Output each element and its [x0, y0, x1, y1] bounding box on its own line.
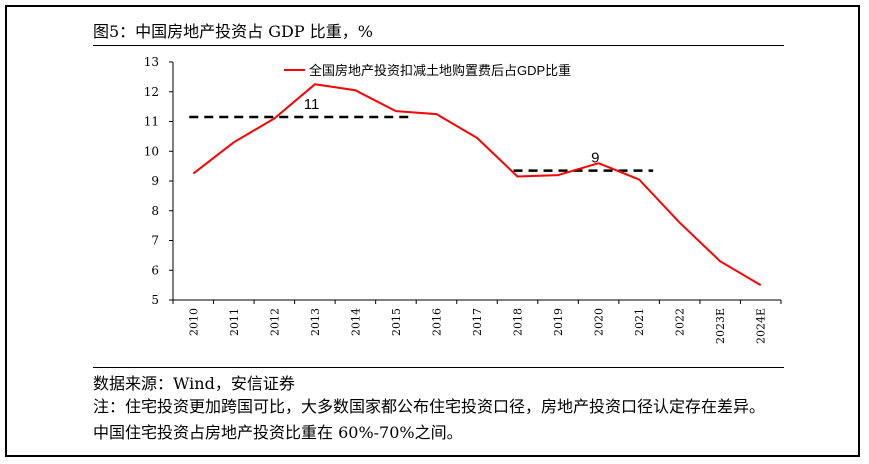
figure-frame	[5, 5, 860, 457]
y-tick-label: 10	[144, 144, 159, 158]
y-tick-label: 6	[151, 263, 159, 277]
legend-label: 全国房地产投资扣减土地购置费后占GDP比重	[309, 63, 571, 78]
x-tick-label: 2012	[268, 308, 281, 336]
x-tick-label: 2010	[187, 308, 200, 336]
x-tick-label: 2011	[228, 308, 241, 336]
x-tick-label: 2020	[593, 308, 606, 336]
x-tick-label: 2017	[471, 308, 484, 336]
y-tick-label: 11	[144, 115, 159, 129]
bottom-rule	[93, 367, 784, 368]
x-tick-label: 2024E	[755, 308, 768, 344]
figure-title: 图5：中国房地产投资占 GDP 比重，%	[93, 22, 373, 41]
y-tick-label: 8	[151, 204, 159, 218]
x-tick-label: 2016	[430, 308, 443, 336]
y-tick-label: 9	[151, 174, 159, 188]
x-tick-label: 2014	[349, 308, 362, 336]
y-tick-label: 12	[144, 85, 159, 99]
reference-line-label: 11	[304, 96, 320, 113]
top-rule	[93, 45, 784, 46]
x-tick-label: 2021	[633, 308, 646, 336]
x-tick-label: 2013	[309, 308, 322, 336]
figure-note: 注：住宅投资更加跨国可比，大多数国家都公布住宅投资口径，房地产投资口径认定存在差…	[93, 397, 766, 442]
y-tick-label: 13	[144, 55, 159, 69]
x-tick-label: 2019	[552, 308, 565, 336]
reference-line-label: 9	[591, 150, 599, 167]
series-line	[192, 83, 762, 286]
y-tick-label: 7	[151, 234, 159, 248]
x-tick-label: 2023E	[714, 308, 727, 344]
x-tick-label: 2015	[390, 308, 403, 336]
data-source: 数据来源：Wind，安信证券	[93, 374, 295, 393]
x-tick-label: 2022	[674, 308, 687, 336]
y-tick-label: 5	[151, 293, 159, 307]
x-tick-label: 2018	[512, 308, 525, 336]
